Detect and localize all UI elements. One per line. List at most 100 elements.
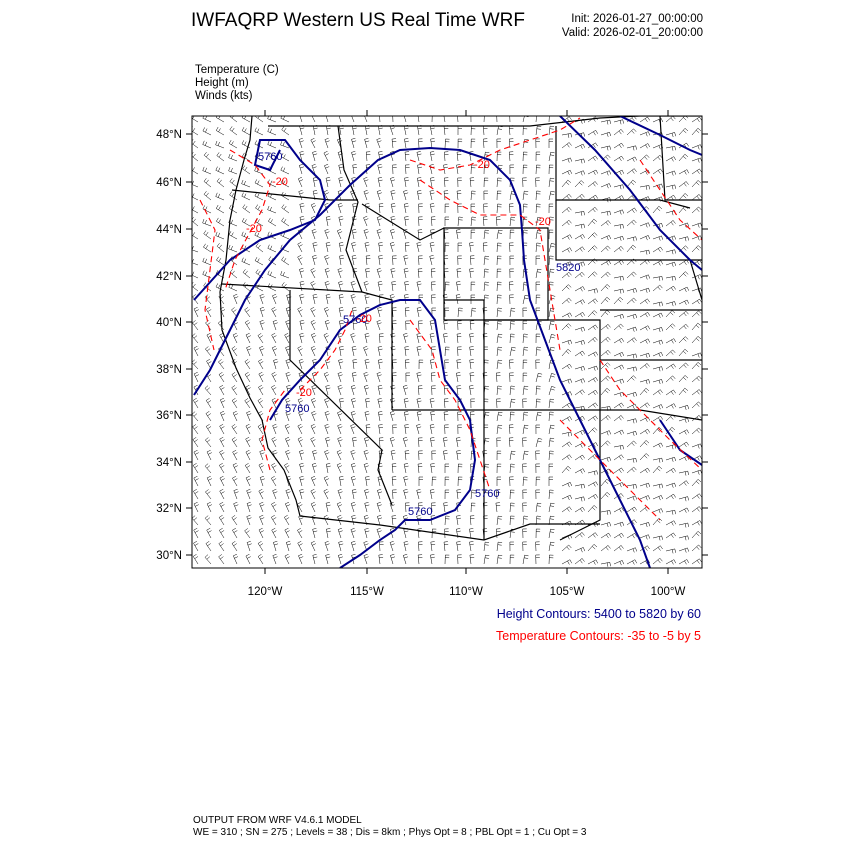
- coastline: [219, 116, 301, 517]
- wind-barb: [215, 140, 225, 149]
- wind-barb: [403, 332, 409, 344]
- wind-barb: [267, 140, 277, 149]
- wind-barb: [457, 411, 462, 422]
- wind-barb: [218, 527, 225, 539]
- wind-barb: [431, 346, 436, 357]
- field-temperature-label: Temperature (C): [195, 64, 279, 76]
- wind-barb: [299, 449, 305, 461]
- wind-barb: [326, 463, 331, 474]
- wind-barb: [639, 387, 650, 396]
- wind-barb: [587, 206, 598, 214]
- wind-barb: [652, 426, 663, 435]
- wind-barb: [548, 116, 554, 123]
- wind-barb: [509, 554, 515, 565]
- wind-barb: [678, 193, 689, 201]
- wind-barb: [258, 384, 264, 396]
- wind-barb: [203, 230, 212, 240]
- wind-barb: [363, 553, 369, 565]
- wind-barb: [298, 410, 304, 422]
- wind-barb: [522, 359, 528, 370]
- wind-barb: [457, 424, 462, 435]
- wind-barb: [324, 228, 330, 240]
- wind-barb: [364, 320, 370, 331]
- wind-barb: [561, 169, 573, 176]
- wind-barb: [457, 138, 463, 149]
- longitude-label: 120°W: [248, 586, 283, 598]
- wind-barb: [363, 228, 369, 240]
- temperature-contours: [199, 117, 702, 521]
- wind-barb: [403, 189, 409, 201]
- wind-barb: [522, 489, 527, 500]
- wind-barb: [509, 476, 514, 487]
- wind-barb: [548, 528, 555, 539]
- wind-barb: [337, 436, 343, 448]
- wind-barb: [483, 554, 490, 565]
- temperature-label: -20: [272, 176, 288, 188]
- wind-barb: [535, 177, 540, 188]
- wind-barb: [457, 476, 463, 487]
- wind-barb: [455, 294, 461, 305]
- wind-barb: [192, 411, 199, 422]
- wind-barb: [457, 116, 459, 123]
- wind-barb: [312, 177, 318, 188]
- wind-barb: [587, 336, 598, 344]
- wind-barb: [311, 462, 317, 474]
- wind-barb: [192, 333, 199, 344]
- wind-barb: [284, 553, 290, 565]
- wind-barb: [267, 270, 277, 279]
- wind-barb: [600, 387, 611, 396]
- wind-barb: [652, 235, 664, 241]
- wind-barb: [548, 268, 555, 279]
- wind-barb: [652, 379, 664, 385]
- wind-barb: [192, 246, 199, 253]
- wind-barb: [193, 540, 199, 552]
- wind-barb: [652, 260, 664, 266]
- wind-barb: [626, 313, 638, 319]
- wind-barb: [192, 192, 199, 201]
- wind-barb: [535, 281, 540, 291]
- wind-barb: [652, 366, 663, 372]
- wind-barb: [522, 437, 527, 448]
- wind-barb: [390, 190, 396, 201]
- wind-barb: [691, 310, 702, 318]
- wind-barb: [376, 267, 382, 279]
- wind-barb: [255, 204, 264, 214]
- wind-barb: [678, 127, 689, 136]
- wind-barb: [389, 124, 395, 136]
- wind-barb: [351, 150, 357, 162]
- wind-barb: [312, 254, 318, 266]
- wind-barb: [312, 554, 318, 565]
- wind-barb: [285, 436, 291, 448]
- wind-barb: [351, 515, 357, 526]
- wind-barb: [228, 231, 238, 240]
- wind-barb: [522, 125, 528, 136]
- wind-barb: [665, 194, 677, 201]
- wind-barb: [204, 463, 212, 474]
- wind-barb: [496, 515, 503, 526]
- wind-barb: [192, 152, 199, 162]
- wind-barb: [402, 384, 409, 396]
- wind-barb: [548, 320, 555, 331]
- wind-barb: [271, 436, 277, 448]
- longitude-label: 110°W: [449, 586, 483, 598]
- wind-barb: [691, 375, 702, 383]
- wind-barb: [469, 242, 474, 253]
- wind-barb: [219, 306, 226, 318]
- wind-barb: [496, 450, 502, 461]
- wind-barb: [297, 436, 303, 448]
- wind-barb: [377, 164, 383, 175]
- wind-barb: [219, 449, 225, 461]
- wind-barb: [377, 359, 383, 370]
- wind-barb: [639, 169, 651, 175]
- wind-barb: [509, 320, 515, 331]
- wind-barb: [233, 293, 239, 305]
- wind-barb: [310, 488, 316, 500]
- wind-barb: [587, 543, 598, 552]
- wind-barb: [323, 150, 329, 162]
- wind-barb: [574, 483, 585, 489]
- wind-barb: [299, 125, 305, 136]
- wind-barb: [522, 372, 528, 383]
- wind-barb: [418, 541, 423, 552]
- temp-contour-e2: [599, 359, 702, 471]
- wind-barb: [496, 307, 502, 318]
